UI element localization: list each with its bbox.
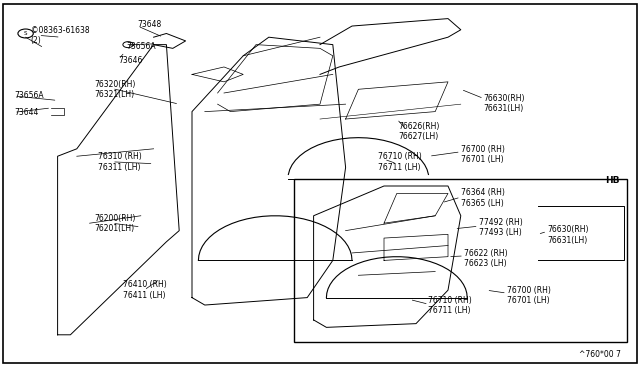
Text: 77492 (RH)
77493 (LH): 77492 (RH) 77493 (LH) bbox=[479, 218, 522, 237]
Text: 76200(RH)
76201(LH): 76200(RH) 76201(LH) bbox=[95, 214, 136, 233]
Text: 76710 (RH)
76711 (LH): 76710 (RH) 76711 (LH) bbox=[378, 152, 421, 171]
Text: ^760*00 7: ^760*00 7 bbox=[579, 350, 621, 359]
Text: 73648: 73648 bbox=[138, 20, 162, 29]
Text: 73644: 73644 bbox=[14, 108, 38, 117]
Text: 76630(RH)
76631(LH): 76630(RH) 76631(LH) bbox=[547, 225, 589, 245]
Text: 76700 (RH)
76701 (LH): 76700 (RH) 76701 (LH) bbox=[507, 286, 551, 305]
Text: ©08363-61638
(2): ©08363-61638 (2) bbox=[31, 26, 90, 45]
Text: HB: HB bbox=[605, 176, 620, 185]
Text: 76310 (RH)
76311 (LH): 76310 (RH) 76311 (LH) bbox=[98, 152, 141, 171]
Text: 76710 (RH)
76711 (LH): 76710 (RH) 76711 (LH) bbox=[428, 296, 471, 315]
Text: 76630(RH)
76631(LH): 76630(RH) 76631(LH) bbox=[483, 94, 525, 113]
Text: 76622 (RH)
76623 (LH): 76622 (RH) 76623 (LH) bbox=[464, 249, 508, 268]
Text: 76320(RH)
76321(LH): 76320(RH) 76321(LH) bbox=[95, 80, 136, 99]
Text: 73656A: 73656A bbox=[127, 42, 156, 51]
Bar bbox=[294, 179, 627, 342]
Text: 76364 (RH)
76365 (LH): 76364 (RH) 76365 (LH) bbox=[461, 188, 505, 208]
Text: 73656A: 73656A bbox=[14, 92, 44, 100]
Text: S: S bbox=[24, 31, 28, 36]
Text: 76700 (RH)
76701 (LH): 76700 (RH) 76701 (LH) bbox=[461, 145, 505, 164]
Text: 73646: 73646 bbox=[118, 56, 143, 65]
Text: 76410 (RH)
76411 (LH): 76410 (RH) 76411 (LH) bbox=[123, 280, 166, 300]
Text: 76626(RH)
76627(LH): 76626(RH) 76627(LH) bbox=[398, 122, 440, 141]
